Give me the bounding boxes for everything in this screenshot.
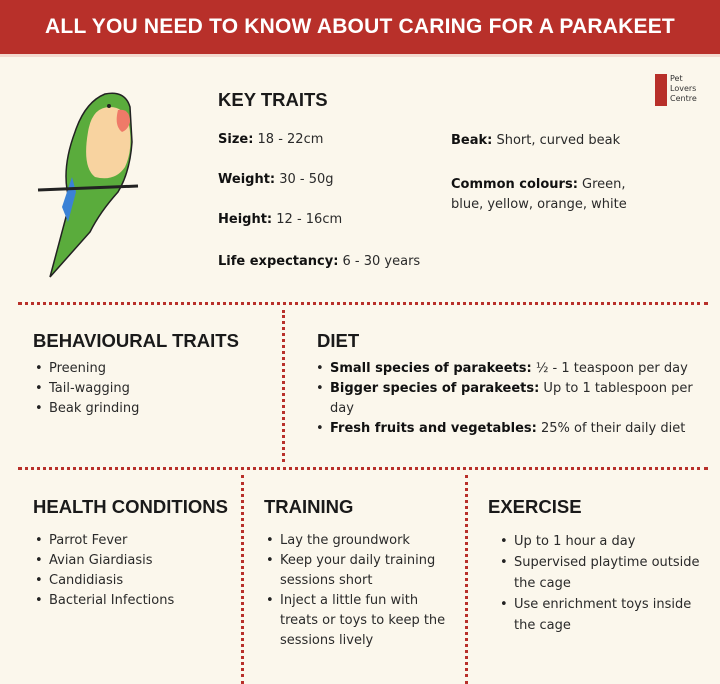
trait-life-expectancy: Life expectancy: 6 - 30 years [218,254,421,269]
divider [241,475,244,684]
health-list: Parrot Fever Avian Giardiasis Candidiasi… [33,531,233,611]
behavioural-traits-heading: BEHAVIOURAL TRAITS [33,330,239,351]
list-item: Keep your daily training sessions short [264,551,454,591]
divider [465,475,468,684]
divider [282,310,285,462]
trait-height: Height: 12 - 16cm [218,212,343,227]
exercise-heading: EXERCISE [488,496,582,517]
logo-text: Pet Lovers Centre [670,74,697,103]
list-item: Parrot Fever [33,531,233,551]
list-item: Bigger species of parakeets: Up to 1 tab… [314,379,694,419]
behavioural-list: Preening Tail-wagging Beak grinding [33,359,263,419]
diet-list: Small species of parakeets: ½ - 1 teaspo… [314,359,694,439]
trait-common-colours: Common colours: Green, blue, yellow, ora… [451,177,627,212]
list-item: Preening [33,359,263,379]
trait-beak: Beak: Short, curved beak [451,133,621,148]
header-banner: ALL YOU NEED TO KNOW ABOUT CARING FOR A … [0,0,720,57]
list-item: Supervised playtime outside the cage [498,552,713,594]
trait-weight: Weight: 30 - 50g [218,172,334,187]
divider [18,302,708,305]
trait-size: Size: 18 - 22cm [218,132,324,147]
exercise-list: Up to 1 hour a day Supervised playtime o… [498,531,713,636]
health-conditions-heading: HEALTH CONDITIONS [33,496,228,517]
list-item: Bacterial Infections [33,591,233,611]
list-item: Tail-wagging [33,379,263,399]
list-item: Beak grinding [33,399,263,419]
parakeet-illustration [37,92,139,278]
diet-heading: DIET [317,330,360,351]
divider [18,467,708,470]
list-item: Small species of parakeets: ½ - 1 teaspo… [314,359,694,379]
page-title: ALL YOU NEED TO KNOW ABOUT CARING FOR A … [45,15,675,38]
list-item: Avian Giardiasis [33,551,233,571]
training-list: Lay the groundwork Keep your daily train… [264,531,454,651]
key-traits-heading: KEY TRAITS [218,89,328,110]
list-item: Lay the groundwork [264,531,454,551]
list-item: Up to 1 hour a day [498,531,713,552]
pet-lovers-centre-logo: Pet Lovers Centre [655,74,710,119]
training-heading: TRAINING [264,496,354,517]
list-item: Candidiasis [33,571,233,591]
list-item: Use enrichment toys inside the cage [498,594,713,636]
list-item: Inject a little fun with treats or toys … [264,591,454,651]
list-item: Fresh fruits and vegetables: 25% of thei… [314,419,694,439]
